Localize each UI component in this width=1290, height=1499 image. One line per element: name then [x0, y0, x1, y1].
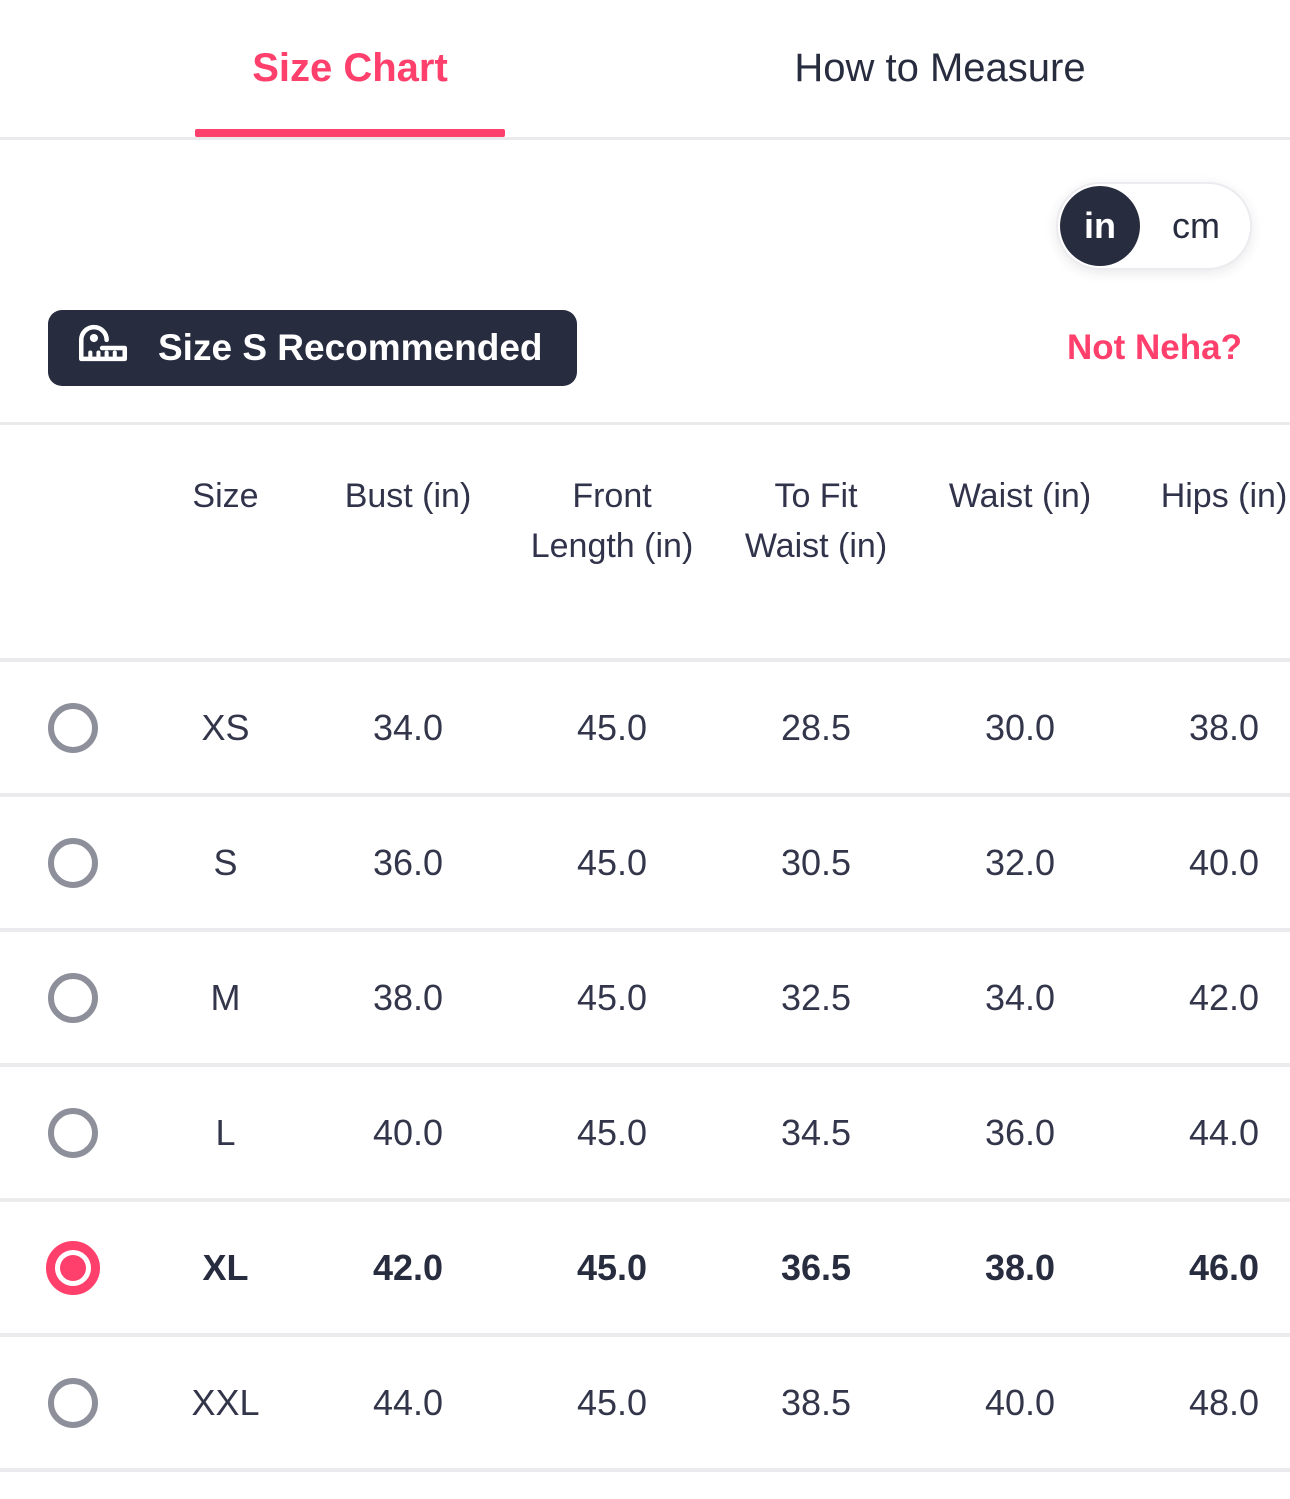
waist-value: 36.0 [984, 1111, 1056, 1153]
waist-value: 40.0 [984, 1381, 1056, 1423]
header-front-length: Front Length (in) [530, 477, 694, 565]
front-length-value: 45.0 [576, 841, 648, 883]
header-size: Size [192, 477, 259, 515]
not-user-link[interactable]: Not Neha? [1067, 328, 1242, 367]
size-table-body: XS 34.0 45.0 28.5 30.0 38.0 S 36.0 45.0 … [0, 662, 1290, 1472]
size-label: M [210, 976, 241, 1018]
size-row-m[interactable]: M 38.0 45.0 32.5 34.0 42.0 [0, 932, 1290, 1067]
size-table: Size Bust (in) Front Length (in) To Fit … [0, 422, 1290, 1472]
hips-value: 42.0 [1188, 976, 1260, 1018]
size-label: XS [201, 706, 250, 748]
size-radio-cell [0, 1240, 145, 1295]
hips-value: 46.0 [1188, 1246, 1260, 1288]
to-fit-waist-value: 38.5 [780, 1381, 852, 1423]
size-label: XXL [191, 1381, 260, 1423]
bust-value: 38.0 [372, 976, 444, 1018]
bust-value: 36.0 [372, 841, 444, 883]
hips-value: 40.0 [1188, 841, 1260, 883]
active-tab-underline [195, 129, 505, 137]
size-row-xl[interactable]: XL 42.0 45.0 36.5 38.0 46.0 [0, 1202, 1290, 1337]
tab-size-chart[interactable]: Size Chart [55, 0, 645, 137]
to-fit-waist-value: 32.5 [780, 976, 852, 1018]
unit-option-in[interactable]: in [1060, 186, 1140, 266]
size-table-header: Size Bust (in) Front Length (in) To Fit … [0, 422, 1290, 662]
front-length-value: 45.0 [576, 976, 648, 1018]
tab-bar: Size Chart How to Measure [0, 0, 1290, 140]
measuring-tape-icon [74, 322, 132, 374]
hips-value: 48.0 [1188, 1381, 1260, 1423]
waist-value: 34.0 [984, 976, 1056, 1018]
size-radio-cell [0, 837, 145, 888]
size-radio-cell [0, 972, 145, 1023]
bust-value: 34.0 [372, 706, 444, 748]
size-radio[interactable] [45, 1240, 100, 1295]
size-label: S [213, 841, 238, 883]
waist-value: 30.0 [984, 706, 1056, 748]
size-radio-cell [0, 1107, 145, 1158]
size-radio-cell [0, 702, 145, 753]
front-length-value: 45.0 [576, 1381, 648, 1423]
waist-value: 32.0 [984, 841, 1056, 883]
unit-toggle[interactable]: in cm [1056, 182, 1252, 270]
size-label: XL [202, 1246, 249, 1288]
waist-value: 38.0 [984, 1246, 1056, 1288]
unit-option-cm[interactable]: cm [1172, 205, 1220, 246]
to-fit-waist-value: 36.5 [780, 1246, 852, 1288]
size-row-l[interactable]: L 40.0 45.0 34.5 36.0 44.0 [0, 1067, 1290, 1202]
to-fit-waist-value: 28.5 [780, 706, 852, 748]
tab-how-to-measure[interactable]: How to Measure [645, 0, 1235, 137]
size-recommendation-label: Size S Recommended [158, 327, 543, 368]
header-hips: Hips (in) [1160, 477, 1288, 515]
bust-value: 42.0 [372, 1246, 444, 1288]
size-radio[interactable] [47, 837, 98, 888]
size-row-s[interactable]: S 36.0 45.0 30.5 32.0 40.0 [0, 797, 1290, 932]
size-label: L [215, 1111, 236, 1153]
size-row-xxl[interactable]: XXL 44.0 45.0 38.5 40.0 48.0 [0, 1337, 1290, 1472]
size-radio[interactable] [47, 972, 98, 1023]
size-radio[interactable] [47, 1377, 98, 1428]
hips-value: 44.0 [1188, 1111, 1260, 1153]
header-bust: Bust (in) [344, 477, 472, 515]
hips-value: 38.0 [1188, 706, 1260, 748]
bust-value: 40.0 [372, 1111, 444, 1153]
header-radio-spacer [0, 425, 145, 658]
front-length-value: 45.0 [576, 1111, 648, 1153]
to-fit-waist-value: 34.5 [780, 1111, 852, 1153]
size-radio-cell [0, 1377, 145, 1428]
header-waist: Waist (in) [948, 477, 1092, 515]
size-recommendation-chip: Size S Recommended [48, 310, 577, 386]
recommendation-row: Size S Recommended Not Neha? [48, 310, 1242, 386]
front-length-value: 45.0 [576, 1246, 648, 1288]
size-radio[interactable] [47, 702, 98, 753]
to-fit-waist-value: 30.5 [780, 841, 852, 883]
front-length-value: 45.0 [576, 706, 648, 748]
tab-how-to-measure-label: How to Measure [794, 46, 1086, 90]
header-to-fit-waist: To Fit Waist (in) [744, 477, 888, 565]
unit-toggle-row: in cm [0, 182, 1252, 270]
bust-value: 44.0 [372, 1381, 444, 1423]
tab-size-chart-label: Size Chart [252, 46, 448, 90]
size-row-xs[interactable]: XS 34.0 45.0 28.5 30.0 38.0 [0, 662, 1290, 797]
size-radio[interactable] [47, 1107, 98, 1158]
